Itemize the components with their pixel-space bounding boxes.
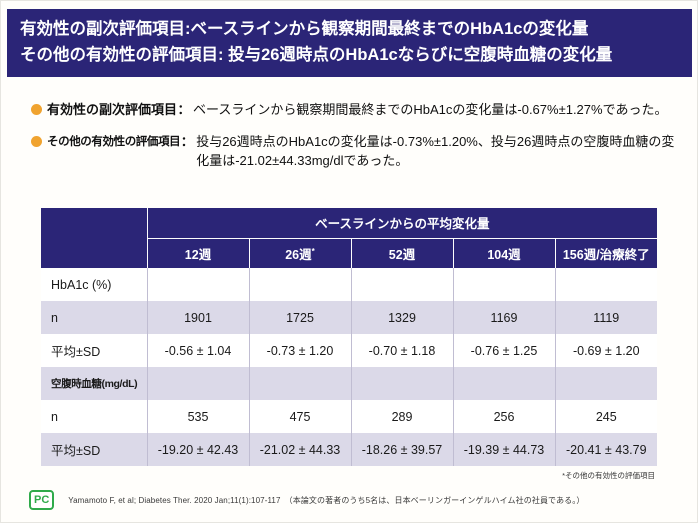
pc-logo-badge: PC (29, 490, 55, 510)
table-row-hba1c-n: n 1901 1725 1329 1169 1119 (41, 301, 658, 334)
slide-title-line-2: その他の有効性の評価項目: 投与26週時点のHbA1cならびに空腹時血糖の変化量 (20, 46, 613, 64)
bullet-secondary-endpoint: 有効性の副次評価項目 ： ベースラインから観察期間最終までのHbA1cの変化量は… (31, 100, 679, 119)
table-row-fpg-n: n 535 475 289 256 245 (41, 400, 658, 433)
table-cell: 289 (350, 400, 453, 433)
column-header-156w: 156週/治療終了 (554, 237, 658, 268)
table-row-hba1c-section: HbA1c (%) (41, 268, 658, 301)
column-header-26w-note-mark: * (311, 246, 315, 256)
results-table: ベースラインからの平均変化量 12週 26週* 52週 104週 156週/治療… (41, 208, 658, 466)
table-group-header-row: ベースラインからの平均変化量 (41, 208, 658, 268)
row-label: HbA1c (%) (41, 268, 147, 301)
column-header-104w: 104週 (452, 237, 555, 268)
table-cell: -0.73 ± 1.20 (248, 334, 351, 367)
table-cell: -0.76 ± 1.25 (452, 334, 555, 367)
bullet-label: 有効性の副次評価項目 (47, 102, 178, 117)
table-cell (248, 268, 351, 301)
table-cell: 475 (248, 400, 351, 433)
table-cell (146, 268, 249, 301)
table-cell (554, 268, 658, 301)
table-cell: 1901 (146, 301, 249, 334)
table-column-header-row: 12週 26週* 52週 104週 156週/治療終了 (41, 237, 658, 268)
column-header-12w: 12週 (146, 237, 249, 268)
table-cell: 1725 (248, 301, 351, 334)
table-corner-cell (41, 208, 147, 268)
column-header-26w: 26週* (248, 237, 351, 268)
table-cell (248, 367, 351, 400)
table-cell: -0.70 ± 1.18 (350, 334, 453, 367)
bullet-other-endpoint: その他の有効性の評価項目 ： 投与26週時点のHbA1cの変化量は-0.73%±… (31, 132, 679, 170)
row-label: 平均±SD (41, 334, 147, 367)
table-row-fpg-section: 空腹時血糖(mg/dL) (41, 367, 658, 400)
table-cell: -21.02 ± 44.33 (248, 433, 351, 466)
summary-bullets: 有効性の副次評価項目 ： ベースラインから観察期間最終までのHbA1cの変化量は… (31, 100, 679, 183)
slide-title-line-1: 有効性の副次評価項目:ベースラインから観察期間最終までのHbA1cの変化量 (20, 20, 589, 38)
table-cell: 245 (554, 400, 658, 433)
bullet-dot-icon (31, 136, 42, 147)
table-cell: -19.20 ± 42.43 (146, 433, 249, 466)
table-cell: -18.26 ± 39.57 (350, 433, 453, 466)
table-cell: -0.56 ± 1.04 (146, 334, 249, 367)
table-row-fpg-mean-sd: 平均±SD -19.20 ± 42.43 -21.02 ± 44.33 -18.… (41, 433, 658, 466)
table-cell (452, 367, 555, 400)
row-label: n (41, 400, 147, 433)
row-label: 空腹時血糖(mg/dL) (41, 367, 147, 400)
table-cell (452, 268, 555, 301)
column-header-26w-text: 26週 (285, 247, 312, 262)
table-cell: -0.69 ± 1.20 (554, 334, 658, 367)
bullet-colon: ： (180, 134, 194, 149)
bullet-label: その他の有効性の評価項目 (47, 136, 181, 148)
bullet-dot-icon (31, 104, 42, 115)
slide-title-band: 有効性の副次評価項目:ベースラインから観察期間最終までのHbA1cの変化量 その… (7, 9, 692, 77)
bullet-text: 投与26週時点のHbA1cの変化量は-0.73%±1.20%、投与26週時点の空… (196, 134, 675, 168)
table-cell (554, 367, 658, 400)
table-cell: 1119 (554, 301, 658, 334)
table-cell: -19.39 ± 44.73 (452, 433, 555, 466)
table-cell (350, 268, 453, 301)
results-table-container: ベースラインからの平均変化量 12週 26週* 52週 104週 156週/治療… (41, 208, 658, 466)
slide-footer: PC Yamamoto F, et al; Diabetes Ther. 202… (29, 490, 584, 510)
table-group-header: ベースラインからの平均変化量 (146, 208, 658, 238)
table-cell (350, 367, 453, 400)
table-cell: 1169 (452, 301, 555, 334)
table-cell (146, 367, 249, 400)
bullet-colon: ： (177, 102, 191, 117)
column-header-52w: 52週 (350, 237, 453, 268)
table-cell: -20.41 ± 43.79 (554, 433, 658, 466)
row-label: 平均±SD (41, 433, 147, 466)
table-cell: 1329 (350, 301, 453, 334)
table-cell: 256 (452, 400, 555, 433)
citation-text: Yamamoto F, et al; Diabetes Ther. 2020 J… (68, 496, 585, 505)
table-footnote: *その他の有効性の評価項目 (562, 471, 655, 480)
row-label: n (41, 301, 147, 334)
table-cell: 535 (146, 400, 249, 433)
table-row-hba1c-mean-sd: 平均±SD -0.56 ± 1.04 -0.73 ± 1.20 -0.70 ± … (41, 334, 658, 367)
bullet-text: ベースラインから観察期間最終までのHbA1cの変化量は-0.67%±1.27%で… (193, 102, 668, 117)
